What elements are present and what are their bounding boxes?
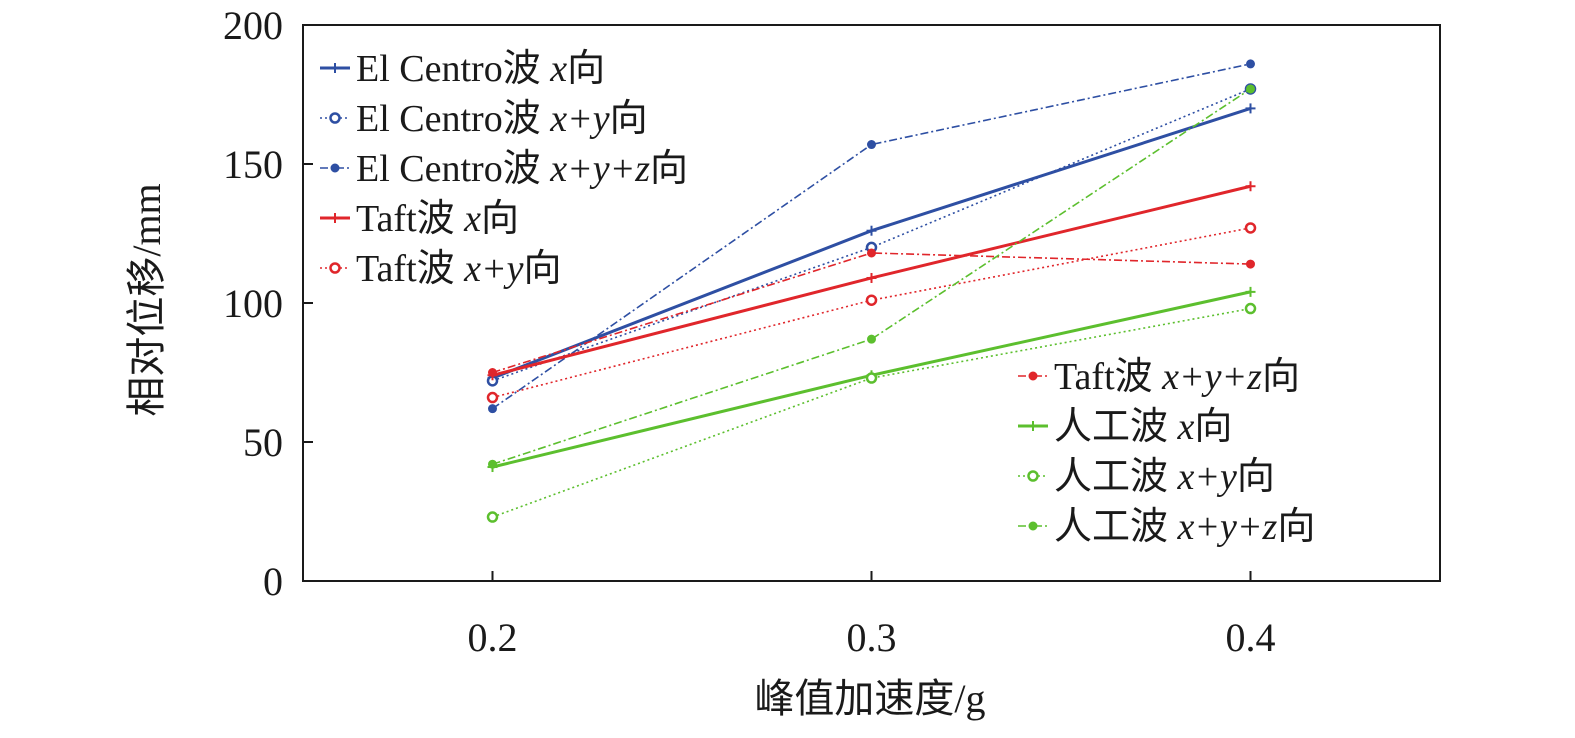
data-point	[867, 374, 876, 383]
data-point	[1247, 85, 1255, 93]
data-point	[489, 460, 497, 468]
legend-marker	[330, 213, 340, 223]
legend-item: El Centro波 x+y+z向	[320, 148, 688, 190]
x-axis-title: 峰值加速度/g	[754, 676, 985, 721]
data-point	[1246, 103, 1256, 113]
line-chart: 0.2 0.3 0.4 050100150200 El Centro波 x向El C…	[0, 0, 1575, 733]
data-point	[1246, 287, 1256, 297]
data-point	[867, 273, 877, 283]
legend-marker	[331, 164, 339, 172]
data-point	[489, 369, 497, 377]
legend-item: El Centro波 x向	[320, 48, 605, 90]
y-axis: 0 50 100 150 200	[223, 3, 313, 604]
legend-item: 人工波 x+y+z向	[1018, 506, 1315, 548]
legend-item: Taft波 x+y+z向	[1018, 356, 1300, 398]
legend-marker	[1029, 472, 1038, 481]
y-tick-label: 50	[243, 420, 283, 465]
legend-marker	[330, 63, 340, 73]
legend-label: El Centro波 x+y向	[356, 98, 648, 140]
y-tick-label: 100	[223, 281, 283, 326]
legend-item: El Centro波 x+y向	[320, 98, 648, 140]
legend-label: Taft波 x向	[356, 198, 519, 240]
legend-marker	[1029, 372, 1037, 380]
data-point	[489, 405, 497, 413]
legend-item: 人工波 x向	[1018, 406, 1232, 448]
y-tick-label: 0	[263, 559, 283, 604]
chart: 0.2 0.3 0.4 0 50 100 150 200 El Centro波 x向 El C…	[0, 0, 1575, 733]
data-point	[868, 249, 876, 257]
x-tick-label: 0.4	[1226, 615, 1276, 660]
legend-label: Taft波 x+y+z向	[1054, 356, 1300, 398]
x-tick-label: 0.2	[468, 615, 518, 660]
data-point	[1247, 260, 1255, 268]
data-point	[1247, 60, 1255, 68]
legend-label: El Centro波 x向	[356, 48, 605, 90]
data-point	[867, 296, 876, 305]
legend-label: Taft波 x+y向	[356, 248, 562, 290]
data-point	[867, 226, 877, 236]
x-axis: 0.2 0.3 0.4	[468, 571, 1276, 660]
legend-marker	[1028, 421, 1038, 431]
legend-marker	[331, 264, 340, 273]
legend-label: 人工波 x向	[1054, 406, 1232, 448]
legend-item: Taft波 x+y向	[320, 248, 562, 290]
legend: El Centro波 x向 El Centro波 x+y向 El Centro波 x…	[320, 48, 1315, 548]
y-axis-title: 相对位移/mm	[124, 183, 169, 416]
data-point	[868, 335, 876, 343]
data-point	[488, 513, 497, 522]
series-4	[488, 181, 1256, 380]
data-point	[1246, 223, 1255, 232]
series-line	[493, 253, 1251, 373]
legend-label: 人工波 x+y+z向	[1054, 506, 1315, 548]
legend-item: Taft波 x向	[320, 198, 519, 240]
data-point	[868, 141, 876, 149]
legend-label: 人工波 x+y向	[1054, 456, 1275, 498]
legend-marker	[1029, 522, 1037, 530]
legend-item: 人工波 x+y向	[1018, 456, 1275, 498]
legend-label: El Centro波 x+y+z向	[356, 148, 688, 190]
data-point	[1246, 304, 1255, 313]
y-tick-label: 200	[223, 3, 283, 48]
data-point	[488, 393, 497, 402]
legend-marker	[331, 114, 340, 123]
x-tick-label: 0.3	[847, 615, 897, 660]
y-tick-label: 150	[223, 142, 283, 187]
data-point	[1246, 181, 1256, 191]
